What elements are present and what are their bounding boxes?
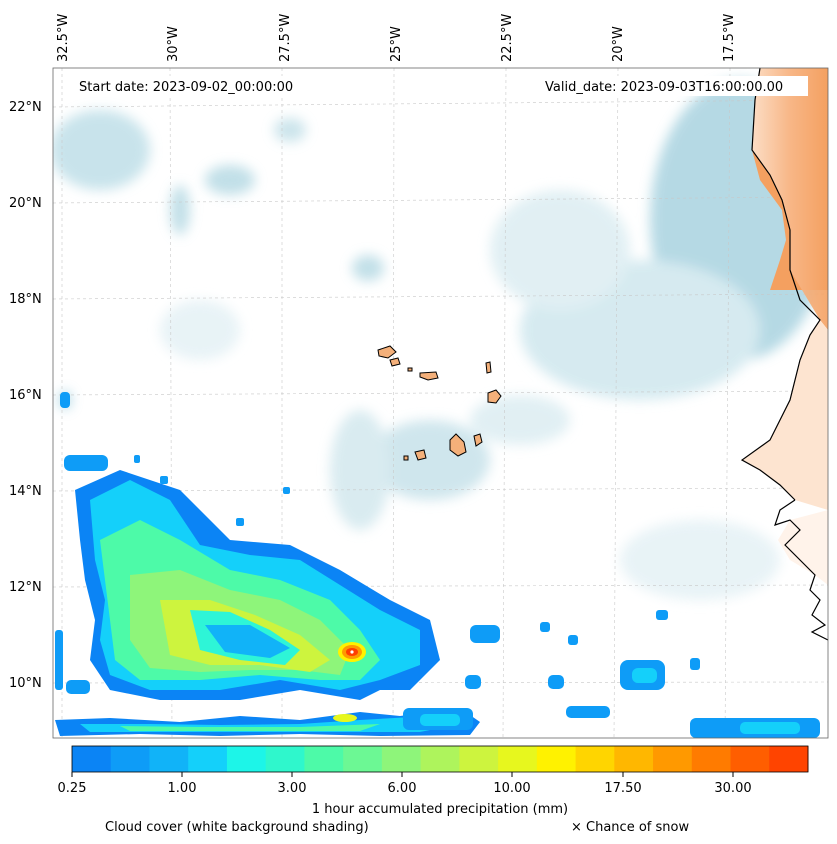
lat-label: 10°N bbox=[9, 676, 42, 691]
valid-date-text: Valid_date: 2023-09-03T16:00:00.00 bbox=[545, 80, 783, 95]
colorbar-segment bbox=[614, 746, 654, 772]
colorbar-segment bbox=[110, 746, 150, 772]
colorbar-segment bbox=[265, 746, 305, 772]
colorbar-segment bbox=[381, 746, 422, 772]
colorbar-segment bbox=[575, 746, 615, 772]
colorbar-tick-label: 10.00 bbox=[493, 781, 530, 796]
colorbar-segment bbox=[149, 746, 189, 772]
colorbar-segment bbox=[420, 746, 460, 772]
colorbar-label: 1 hour accumulated precipitation (mm) bbox=[312, 802, 568, 817]
colorbar-segment bbox=[226, 746, 267, 772]
colorbar-segment bbox=[343, 746, 383, 772]
lon-label: 32.5°W bbox=[56, 14, 71, 62]
lon-label: 22.5°W bbox=[500, 14, 515, 62]
colorbar-ticks: 0.25 1.00 3.00 6.00 10.00 17.50 30.00 bbox=[58, 772, 752, 796]
land-africa bbox=[740, 68, 828, 641]
lat-label: 20°N bbox=[9, 196, 42, 211]
colorbar-segment bbox=[459, 746, 499, 772]
valid-date-box: Valid_date: 2023-09-03T16:00:00.00 bbox=[538, 76, 808, 96]
lat-label: 16°N bbox=[9, 388, 42, 403]
colorbar-frame bbox=[71, 745, 809, 773]
colorbar-tick-label: 0.25 bbox=[58, 781, 87, 796]
colorbar-segment bbox=[730, 746, 770, 772]
lon-label: 20°W bbox=[611, 26, 626, 62]
latitude-labels: 22°N 20°N 18°N 16°N 14°N 12°N 10°N bbox=[9, 100, 42, 691]
precipitation-field bbox=[55, 392, 820, 738]
colorbar-tick-label: 30.00 bbox=[714, 781, 751, 796]
colorbar-segment bbox=[72, 746, 112, 772]
colorbar-segment bbox=[769, 746, 809, 772]
colorbar-tick-label: 1.00 bbox=[168, 781, 197, 796]
colorbar-tick-label: 17.50 bbox=[604, 781, 641, 796]
colorbar bbox=[72, 746, 809, 772]
colorbar-segment bbox=[498, 746, 538, 772]
colorbar-tick-label: 6.00 bbox=[388, 781, 417, 796]
start-date-text: Start date: 2023-09-02_00:00:00 bbox=[79, 80, 293, 95]
colorbar-segment bbox=[691, 746, 732, 772]
lat-label: 12°N bbox=[9, 580, 42, 595]
map-panel bbox=[53, 68, 828, 738]
cape-verde-islands bbox=[377, 345, 502, 461]
lat-label: 18°N bbox=[9, 292, 42, 307]
start-date-box: Start date: 2023-09-02_00:00:00 bbox=[72, 76, 312, 96]
snow-note: × Chance of snow bbox=[571, 820, 689, 835]
lat-label: 14°N bbox=[9, 484, 42, 499]
colorbar-segment bbox=[188, 746, 228, 772]
colorbar-tick-label: 3.00 bbox=[278, 781, 307, 796]
cloud-cover-note: Cloud cover (white background shading) bbox=[105, 820, 369, 835]
longitude-labels: 32.5°W 30°W 27.5°W 25°W 22.5°W 20°W 17.5… bbox=[56, 14, 737, 62]
colorbar-segment bbox=[536, 746, 577, 772]
lon-label: 25°W bbox=[389, 26, 404, 62]
colorbar-segment bbox=[304, 746, 344, 772]
lon-label: 27.5°W bbox=[278, 14, 293, 62]
colorbar-segment bbox=[653, 746, 693, 772]
map-frame bbox=[52, 67, 829, 739]
lat-label: 22°N bbox=[9, 100, 42, 115]
lon-label: 30°W bbox=[166, 26, 181, 62]
lon-label: 17.5°W bbox=[722, 14, 737, 62]
